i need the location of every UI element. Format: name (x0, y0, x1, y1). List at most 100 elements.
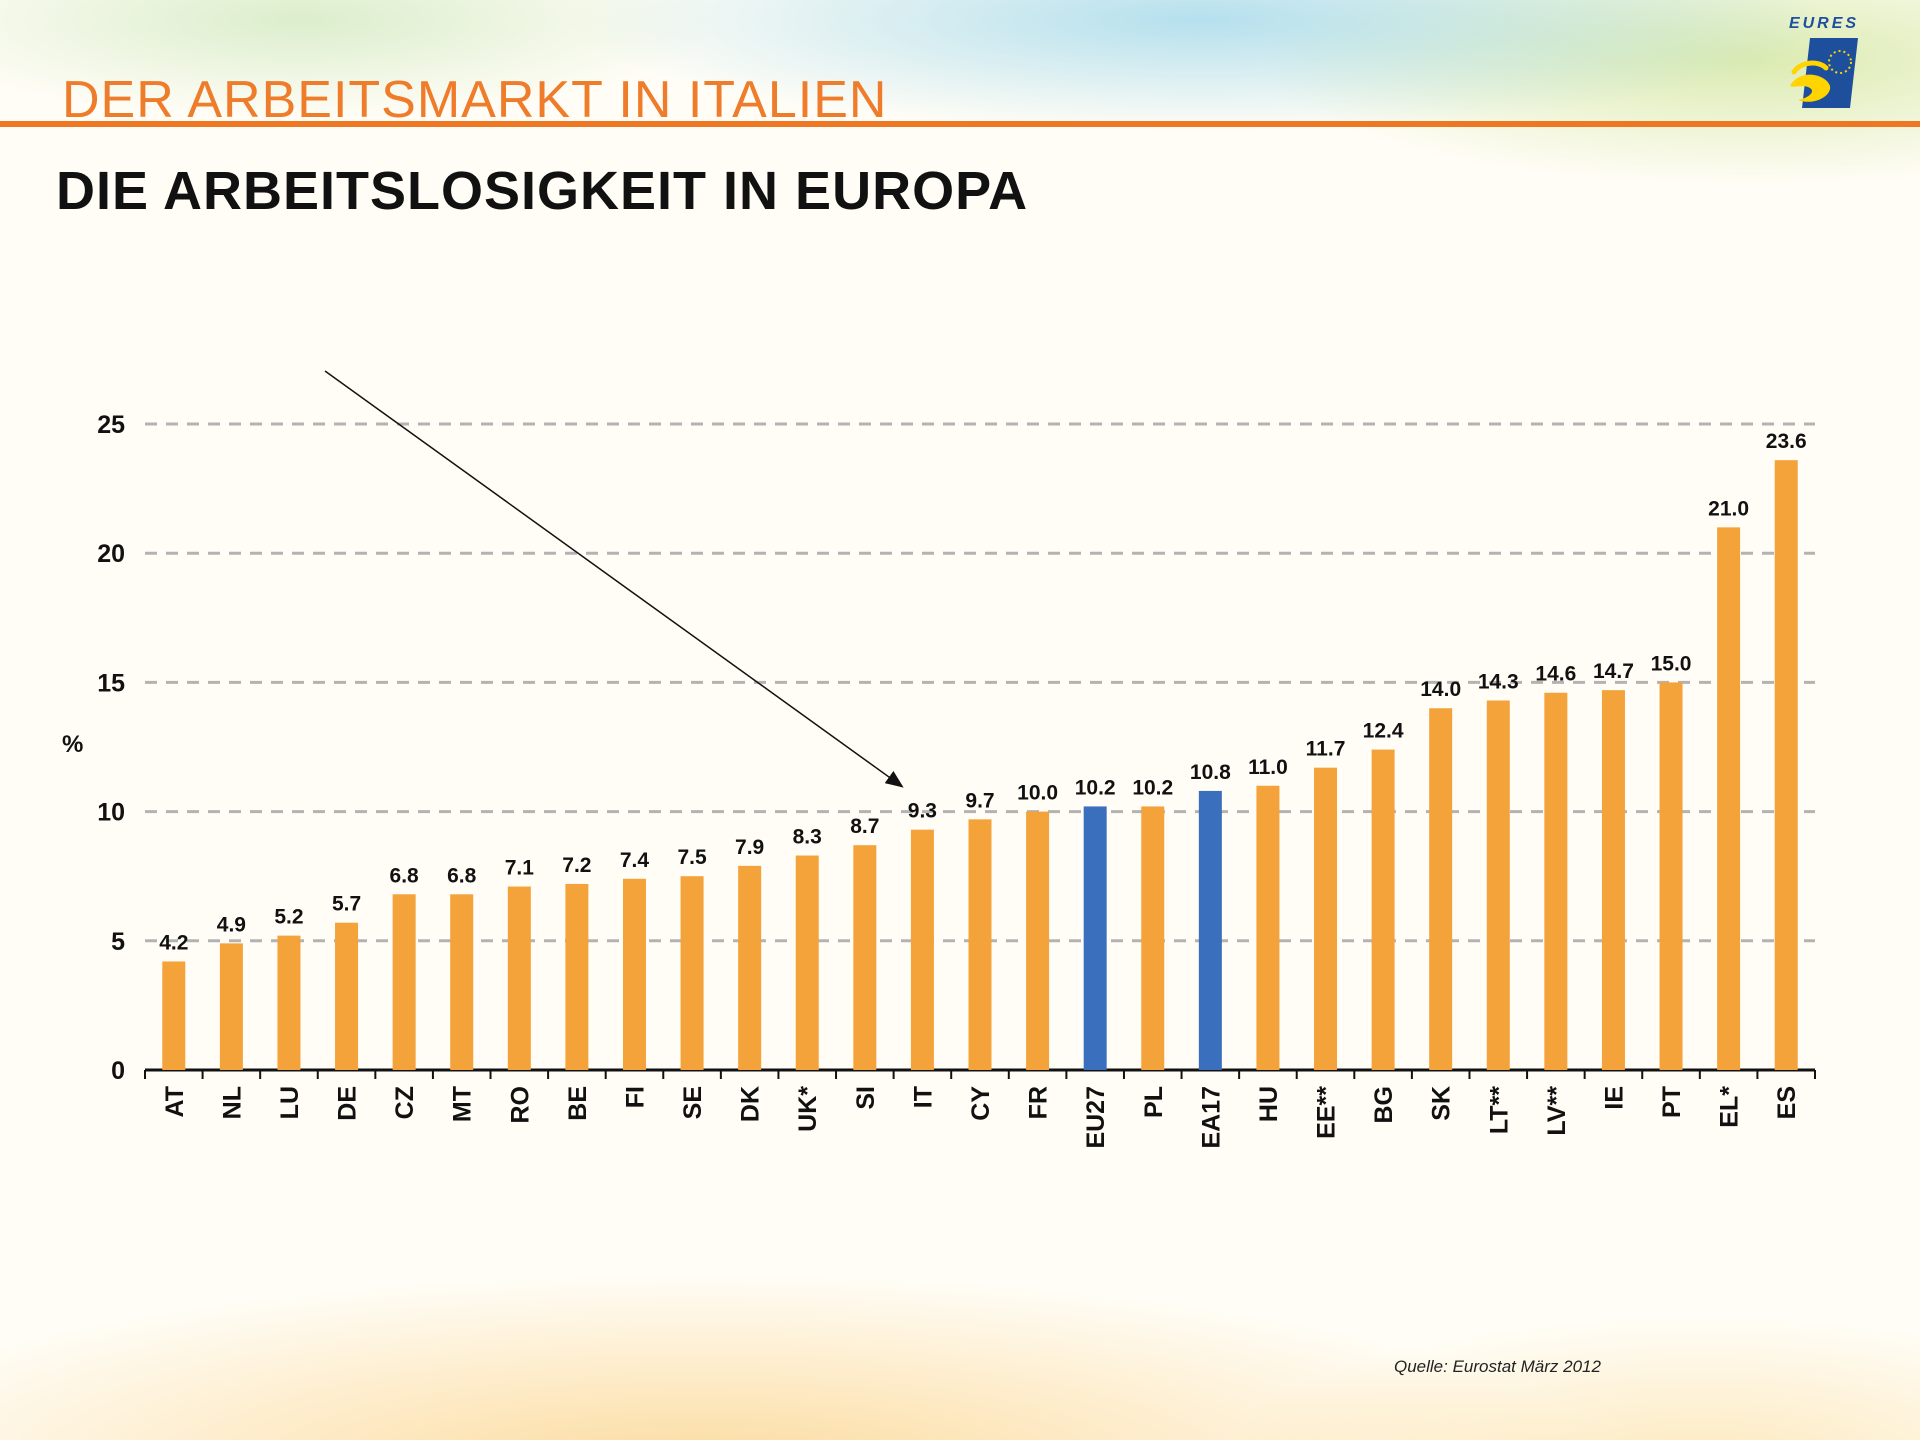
header-divider (0, 121, 1920, 127)
bars (162, 460, 1798, 1070)
bar-el (1717, 527, 1741, 1070)
x-tick-label: FR (1025, 1086, 1053, 1119)
x-tick-label: PL (1140, 1086, 1168, 1118)
bar-at (162, 961, 186, 1070)
y-tick-label: 15 (97, 669, 125, 697)
bar-cy (968, 819, 992, 1070)
x-tick-label: LU (276, 1086, 304, 1119)
bar-lu (277, 935, 301, 1070)
value-label: 5.2 (274, 906, 303, 929)
slide-title: DIE ARBEITSLOSIGKEIT IN EUROPA (56, 161, 1029, 221)
bar-eu27 (1083, 806, 1107, 1070)
value-labels: 4.2 4.9 5.2 5.7 6.8 6.8 7.1 7.2 7.4 7.5 7.9 8.3 8.7 9… (159, 430, 1806, 954)
y-tick-label: 10 (97, 799, 125, 827)
value-label: 7.2 (562, 854, 591, 877)
y-tick-label: 25 (97, 411, 125, 439)
y-axis-label: % (62, 731, 83, 758)
bar-it (910, 829, 934, 1070)
value-label: 5.7 (332, 893, 361, 916)
value-label: 4.9 (217, 913, 246, 936)
annotation-arrow (324, 370, 904, 788)
x-tick-label: CZ (391, 1086, 419, 1119)
x-tick-label: EU27 (1082, 1086, 1110, 1149)
x-tick-label: HU (1255, 1086, 1283, 1122)
bar-de (335, 922, 359, 1070)
x-tick-label: SI (852, 1086, 880, 1110)
eures-logo: EURES (1789, 15, 1859, 108)
value-label: 10.0 (1017, 782, 1058, 805)
x-tick-label: LT** (1485, 1086, 1513, 1134)
bar-lv (1544, 692, 1568, 1070)
x-tick-label: CY (967, 1086, 995, 1121)
bar-fi (622, 878, 646, 1070)
value-label: 14.7 (1593, 660, 1634, 683)
value-label: 6.8 (390, 864, 420, 887)
x-tick-label: FI (621, 1086, 649, 1108)
x-tick-label: SE (679, 1086, 707, 1119)
bar-fr (1026, 811, 1050, 1070)
bar-ro (507, 886, 531, 1070)
value-label: 7.4 (620, 849, 650, 872)
value-label: 10.2 (1132, 776, 1173, 799)
x-tick-label: AT (161, 1086, 189, 1117)
bar-hu (1256, 785, 1280, 1070)
bar-pt (1659, 682, 1683, 1070)
x-tick-label: DK (737, 1086, 765, 1122)
bar-nl (219, 943, 243, 1070)
value-label: 12.4 (1363, 720, 1404, 743)
y-tick-label: 20 (97, 540, 125, 568)
bar-cz (392, 894, 416, 1070)
value-label: 4.2 (159, 931, 188, 954)
x-tick-label: ES (1773, 1086, 1801, 1119)
value-label: 11.0 (1248, 756, 1288, 779)
value-label: 9.7 (965, 789, 994, 812)
x-tick-label: IT (909, 1086, 937, 1108)
bar-sk (1429, 708, 1453, 1070)
value-label: 9.3 (908, 800, 937, 823)
bar-bg (1371, 749, 1395, 1070)
bar-ee (1314, 767, 1338, 1070)
value-label: 15.0 (1651, 652, 1692, 675)
y-tick-label: 5 (111, 928, 125, 956)
x-tick-label: NL (218, 1086, 246, 1119)
bar-uk (795, 855, 819, 1070)
value-label: 7.9 (735, 836, 764, 859)
x-tick-label: MT (449, 1086, 477, 1122)
bar-ie (1601, 690, 1625, 1070)
x-tick-label: BG (1370, 1086, 1398, 1124)
x-tick-label: DE (334, 1086, 362, 1121)
bar-es (1774, 460, 1798, 1070)
axes (144, 1068, 1816, 1079)
section-title: DER ARBEITSMARKT IN ITALIEN (62, 71, 888, 129)
x-tick-label: EE** (1313, 1086, 1341, 1139)
x-tick-label: EL* (1716, 1086, 1744, 1128)
x-tick-label: UK* (794, 1086, 822, 1132)
logo-text: EURES (1789, 15, 1859, 32)
x-tick-label: SK (1428, 1086, 1456, 1121)
source-note: Quelle: Eurostat März 2012 (1394, 1357, 1601, 1376)
value-label: 14.3 (1478, 670, 1519, 693)
value-label: 7.1 (505, 857, 535, 880)
value-label: 23.6 (1766, 430, 1807, 453)
y-tick-label: 0 (111, 1057, 125, 1085)
value-label: 6.8 (447, 864, 477, 887)
x-tick-label: LV** (1543, 1086, 1571, 1136)
value-label: 8.7 (850, 815, 879, 838)
value-label: 11.7 (1306, 738, 1346, 761)
x-tick-label: EA17 (1197, 1086, 1225, 1149)
value-label: 14.6 (1535, 663, 1576, 686)
value-label: 10.8 (1190, 761, 1231, 784)
bar-pl (1141, 806, 1165, 1070)
bar-be (565, 883, 589, 1070)
bar-ea17 (1198, 790, 1222, 1070)
bar-si (853, 845, 877, 1070)
bar-lt (1486, 700, 1510, 1070)
bar-mt (450, 894, 474, 1070)
bar-dk (738, 865, 762, 1070)
x-tick-label: RO (506, 1086, 534, 1124)
value-label: 7.5 (677, 846, 707, 869)
grid-lines (145, 422, 1815, 943)
value-label: 21.0 (1708, 497, 1749, 520)
bar-se (680, 876, 704, 1070)
